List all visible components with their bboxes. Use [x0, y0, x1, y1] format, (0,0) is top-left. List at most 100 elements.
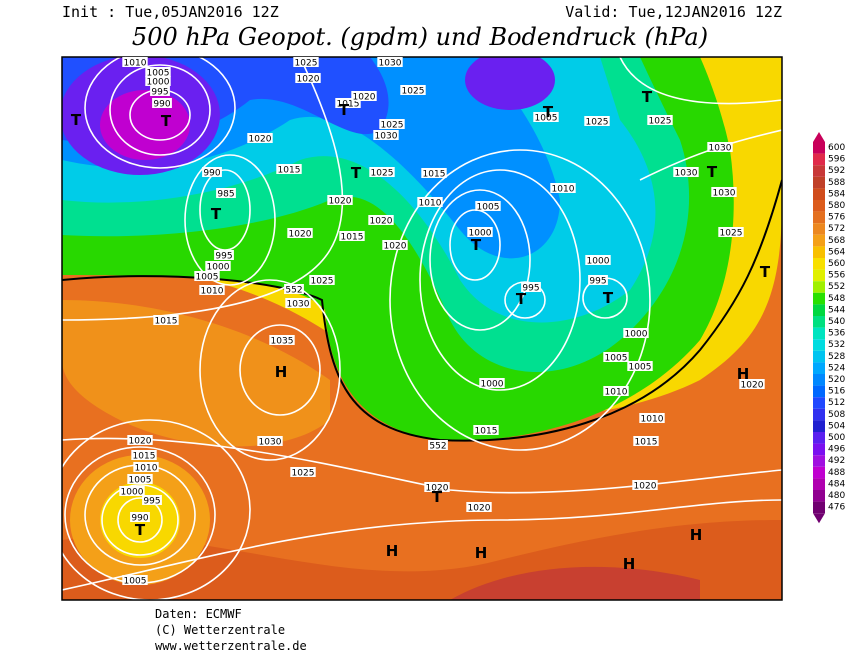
isobar-label: 995	[143, 497, 160, 507]
label-box	[647, 115, 673, 125]
label-box	[122, 575, 148, 585]
legend-swatch	[813, 188, 825, 200]
pressure-center: T	[471, 236, 482, 254]
legend-swatch	[813, 466, 825, 479]
label-box	[150, 86, 170, 96]
footer-url: www.wetterzentrale.de	[155, 639, 307, 653]
isobar-label: 1005	[129, 476, 152, 486]
isobar-label: 1030	[259, 438, 282, 448]
pressure-center: H	[386, 542, 399, 560]
isobar-label: 1030	[375, 132, 398, 142]
label-box	[603, 386, 629, 396]
pressure-center: T	[603, 289, 614, 307]
label-box	[603, 352, 629, 362]
pressure-center: T	[135, 521, 146, 539]
legend-swatch	[813, 292, 825, 305]
isobar-label: 1015	[635, 438, 658, 448]
label-box	[584, 116, 610, 126]
legend-swatch	[813, 304, 825, 316]
pressure-center: T	[516, 290, 527, 308]
title: 500 hPa Geopot. (gpdm) und Bodendruck (h…	[132, 23, 708, 51]
label-box	[633, 436, 659, 446]
isobar-label: 1000	[469, 229, 492, 239]
isobar-label: 1025	[586, 118, 609, 128]
isobar-label: 1020	[289, 230, 312, 240]
legend-label: 592	[828, 166, 845, 176]
isobar-label: 1030	[287, 300, 310, 310]
legend-swatch	[813, 432, 825, 444]
isobar-label: 1010	[605, 388, 628, 398]
label-box	[276, 164, 302, 174]
isobar-label: 1015	[423, 170, 446, 180]
label-box	[632, 480, 658, 490]
legend-swatch	[813, 350, 825, 363]
legend-label: 556	[828, 271, 845, 281]
isobar-label: 1020	[297, 75, 320, 85]
label-box	[623, 328, 649, 338]
isobar-label: 1000	[147, 78, 170, 88]
label-box	[127, 474, 153, 484]
field	[62, 300, 330, 447]
isobar-label: 1025	[720, 229, 743, 239]
legend-swatch	[813, 420, 825, 432]
legend-label: 588	[828, 178, 845, 188]
isobar-label: 1005	[535, 114, 558, 124]
label-box	[335, 98, 361, 108]
legend-swatch	[813, 501, 825, 514]
label-box	[339, 231, 365, 241]
isobar-label: 1025	[311, 277, 334, 287]
legend-label: 568	[828, 236, 845, 246]
isobar-label: 1005	[147, 69, 170, 79]
legend-swatch	[813, 142, 825, 154]
isobar-label: 1020	[129, 437, 152, 447]
legend-label: 532	[828, 340, 845, 350]
isobar-label: 1025	[295, 59, 318, 69]
legend-swatch	[813, 165, 825, 177]
label-box	[269, 335, 295, 345]
label-box	[521, 282, 541, 292]
map	[62, 57, 782, 600]
pressure-center: H	[737, 365, 750, 383]
pressure-center: H	[475, 544, 488, 562]
label-box	[421, 168, 447, 178]
legend-label: 504	[828, 421, 845, 431]
legend-swatch	[813, 443, 825, 456]
label-box	[142, 495, 162, 505]
legend-label: 520	[828, 375, 845, 385]
label-box	[368, 215, 394, 225]
pressure-center: T	[351, 164, 362, 182]
legend-swatch	[813, 385, 825, 398]
legend-label: 576	[828, 213, 845, 223]
isobar-label: 1005	[196, 273, 219, 283]
valid-time: Valid: Tue,12JAN2016 12Z	[565, 3, 782, 21]
label-box	[127, 435, 153, 445]
legend-swatch	[813, 327, 825, 340]
legend-label: 564	[828, 247, 845, 257]
label-box	[473, 425, 499, 435]
label-box	[377, 57, 403, 67]
legend-label: 552	[828, 282, 845, 292]
isobar-label: 990	[153, 100, 170, 110]
label-box	[194, 271, 220, 281]
isobar-label: 1000	[121, 488, 144, 498]
legend-label: 512	[828, 398, 845, 408]
legend-label: 528	[828, 352, 845, 362]
label-box	[479, 378, 505, 388]
isobar-label: 1010	[552, 185, 575, 195]
isobar-label: 1010	[124, 59, 147, 69]
legend-label: 600	[828, 143, 845, 153]
label-box	[119, 486, 145, 496]
label-box	[373, 130, 399, 140]
legend-label: 484	[828, 479, 845, 489]
legend-arrow-bottom	[813, 513, 825, 524]
isobar-label: 1015	[133, 452, 156, 462]
isobar-label: 1020	[384, 242, 407, 252]
isobar-label: 995	[151, 88, 168, 98]
isobar-label: 1025	[292, 469, 315, 479]
label-box	[400, 85, 426, 95]
isobar-label: 1005	[477, 203, 500, 213]
label-box	[202, 167, 222, 177]
legend-label: 480	[828, 491, 845, 501]
label-box	[257, 436, 283, 446]
isobar-label: 1015	[278, 166, 301, 176]
